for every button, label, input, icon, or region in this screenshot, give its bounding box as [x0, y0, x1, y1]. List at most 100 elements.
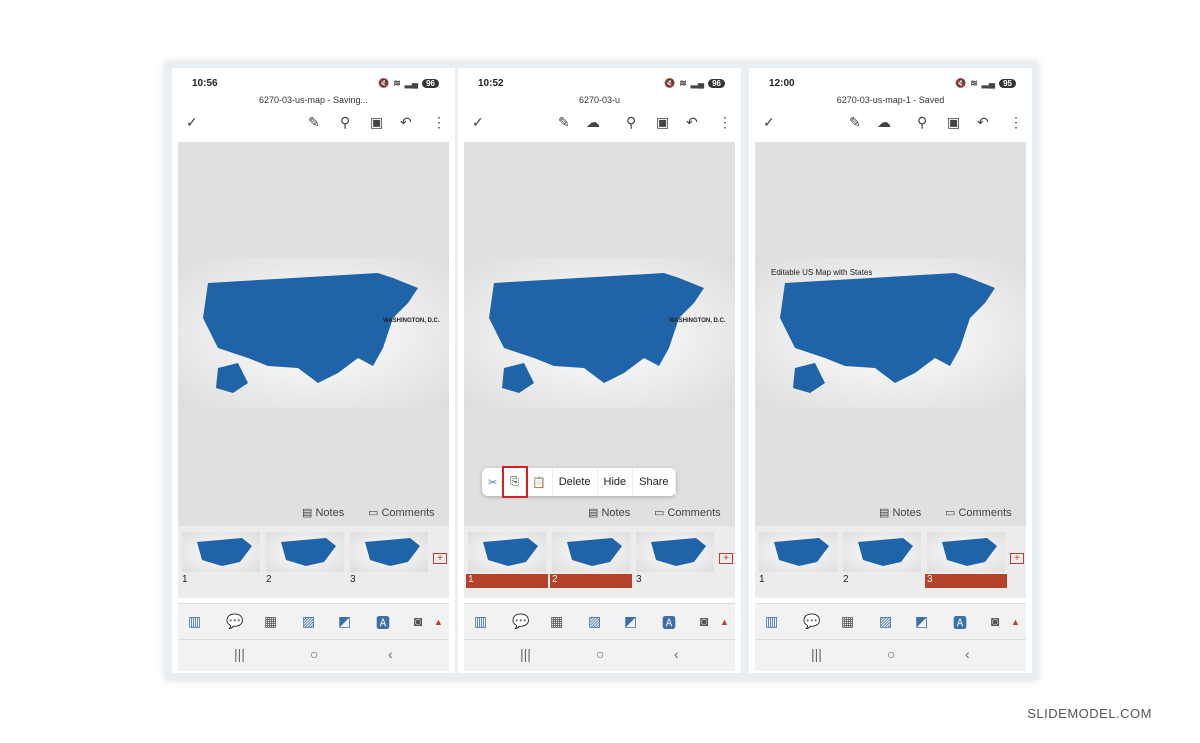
search-icon[interactable]: ⚲ — [340, 114, 351, 130]
layout-icon[interactable]: ▥ — [765, 613, 779, 629]
more-icon[interactable]: ⋮ — [718, 114, 732, 130]
status-icons: 🔇 ≋ ▂▄ 96 — [664, 78, 725, 89]
add-slide-button[interactable]: + — [1010, 553, 1024, 564]
slide-canvas[interactable]: WASHINGTON, D.C. — [178, 142, 449, 526]
slide-number: 1 — [759, 574, 765, 585]
textbox-icon[interactable]: 🅰 — [376, 615, 390, 631]
textbox-icon[interactable]: 🅰 — [953, 615, 967, 631]
expand-icon[interactable]: ▲ — [1011, 617, 1020, 627]
clock: 12:00 — [769, 78, 795, 89]
search-icon[interactable]: ⚲ — [917, 114, 928, 130]
undo-icon[interactable]: ↶ — [977, 114, 989, 130]
expand-icon[interactable]: ▲ — [434, 617, 443, 627]
table-icon[interactable]: ▦ — [550, 613, 564, 629]
camera-icon[interactable]: ◙ — [414, 613, 423, 629]
signal-icon: ▂▄ — [404, 78, 419, 88]
new-comment-icon[interactable]: 💬 — [512, 613, 530, 629]
more-icon[interactable]: ⋮ — [1009, 114, 1023, 130]
picture-icon[interactable]: ▨ — [879, 613, 893, 629]
cut-icon[interactable]: ✂ — [482, 468, 505, 496]
present-icon[interactable]: ▣ — [370, 114, 384, 130]
table-icon[interactable]: ▦ — [264, 613, 278, 629]
slide-thumbnail[interactable] — [468, 532, 546, 572]
pen-icon[interactable]: ✎ — [308, 114, 320, 130]
wifi-icon: ≋ — [393, 78, 401, 88]
layout-icon[interactable]: ▥ — [188, 613, 202, 629]
notes-button[interactable]: ▤ Notes — [879, 507, 922, 519]
table-icon[interactable]: ▦ — [841, 613, 855, 629]
slide-thumbnails: 1 2 3 + — [755, 526, 1026, 598]
phone-screen: 12:00 🔇 ≋ ▂▄ 95 6270-03-us-map-1 - Saved ✓ … — [749, 68, 1032, 673]
camera-icon[interactable]: ◙ — [700, 613, 709, 629]
hide-button[interactable]: Hide — [598, 468, 634, 496]
share-button[interactable]: Share — [633, 468, 676, 496]
status-bar: 12:00 🔇 ≋ ▂▄ 95 — [769, 78, 1016, 92]
layout-icon[interactable]: ▥ — [474, 613, 488, 629]
home-icon[interactable]: ○ — [310, 646, 319, 662]
slide-thumbnail[interactable] — [843, 532, 921, 572]
undo-icon[interactable]: ↶ — [686, 114, 698, 130]
more-icon[interactable]: ⋮ — [432, 114, 446, 130]
recents-icon[interactable]: ||| — [811, 646, 822, 662]
slide[interactable]: WASHINGTON, D.C. — [178, 258, 449, 408]
expand-icon[interactable]: ▲ — [720, 617, 729, 627]
check-icon[interactable]: ✓ — [472, 114, 484, 130]
camera-icon[interactable]: ◙ — [991, 613, 1000, 629]
paste-icon[interactable]: 📋 — [526, 468, 553, 496]
pen-icon[interactable]: ✎ — [849, 114, 861, 130]
slide-thumbnail[interactable] — [927, 532, 1005, 572]
slide-canvas[interactable]: WASHINGTON, D.C. — [464, 142, 735, 526]
slide-thumbnail[interactable] — [759, 532, 837, 572]
slide-thumbnail[interactable] — [350, 532, 428, 572]
notes-button[interactable]: ▤ Notes — [302, 507, 345, 519]
slide-thumbnail[interactable] — [266, 532, 344, 572]
wifi-icon: ≋ — [679, 78, 687, 88]
present-icon[interactable]: ▣ — [947, 114, 961, 130]
mute-icon: 🔇 — [664, 78, 676, 88]
back-icon[interactable]: ‹ — [965, 646, 970, 662]
slide-canvas[interactable]: Editable US Map with States — [755, 142, 1026, 526]
back-icon[interactable]: ‹ — [388, 646, 393, 662]
slide-number: 1 — [466, 574, 548, 588]
mute-icon: 🔇 — [378, 78, 390, 88]
status-icons: 🔇 ≋ ▂▄ 96 — [378, 78, 439, 89]
picture-icon[interactable]: ▨ — [302, 613, 316, 629]
picture-icon[interactable]: ▨ — [588, 613, 602, 629]
present-icon[interactable]: ▣ — [656, 114, 670, 130]
notes-button[interactable]: ▤ Notes — [588, 507, 631, 519]
comments-button[interactable]: ▭ Comments — [368, 507, 435, 519]
recents-icon[interactable]: ||| — [520, 646, 531, 662]
shapes-icon[interactable]: ◩ — [624, 613, 638, 629]
slide-title: Editable US Map with States — [771, 268, 873, 277]
slide-thumbnail[interactable] — [636, 532, 714, 572]
undo-icon[interactable]: ↶ — [400, 114, 412, 130]
search-icon[interactable]: ⚲ — [626, 114, 637, 130]
back-icon[interactable]: ‹ — [674, 646, 679, 662]
slide-thumbnail[interactable] — [182, 532, 260, 572]
signal-icon: ▂▄ — [690, 78, 705, 88]
new-comment-icon[interactable]: 💬 — [803, 613, 821, 629]
comments-button[interactable]: ▭ Comments — [945, 507, 1012, 519]
add-slide-button[interactable]: + — [433, 553, 447, 564]
brand-watermark: SLIDEMODEL.COM — [1027, 706, 1152, 721]
recents-icon[interactable]: ||| — [234, 646, 245, 662]
slide[interactable]: Editable US Map with States — [755, 258, 1026, 408]
check-icon[interactable]: ✓ — [763, 114, 775, 130]
shapes-icon[interactable]: ◩ — [338, 613, 352, 629]
home-icon[interactable]: ○ — [596, 646, 605, 662]
delete-button[interactable]: Delete — [553, 468, 598, 496]
bottom-toolbar: ▥ 💬 ▦ ▨ ◩ 🅰 ◙ ▲ — [464, 603, 735, 639]
pen-icon[interactable]: ✎ — [558, 114, 570, 130]
cloud-upload-icon[interactable]: ☁ — [877, 114, 891, 130]
textbox-icon[interactable]: 🅰 — [662, 615, 676, 631]
add-slide-button[interactable]: + — [719, 553, 733, 564]
check-icon[interactable]: ✓ — [186, 114, 198, 130]
shapes-icon[interactable]: ◩ — [915, 613, 929, 629]
new-comment-icon[interactable]: 💬 — [226, 613, 244, 629]
comments-button[interactable]: ▭ Comments — [654, 507, 721, 519]
slide[interactable]: WASHINGTON, D.C. — [464, 258, 735, 408]
home-icon[interactable]: ○ — [887, 646, 896, 662]
slide-thumbnail[interactable] — [552, 532, 630, 572]
cloud-upload-icon[interactable]: ☁ — [586, 114, 600, 130]
copy-icon[interactable]: ⎘ — [502, 466, 529, 498]
